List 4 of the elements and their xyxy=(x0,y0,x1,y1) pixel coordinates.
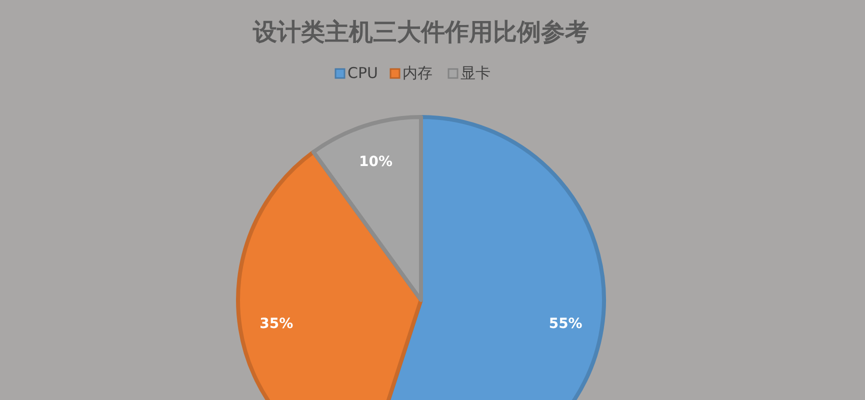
legend-label: 内存 xyxy=(402,64,432,82)
title: 设计类主机三大件作用比例参考 xyxy=(253,18,589,46)
legend-label: 显卡 xyxy=(460,64,490,82)
legend-label: CPU xyxy=(348,64,378,82)
